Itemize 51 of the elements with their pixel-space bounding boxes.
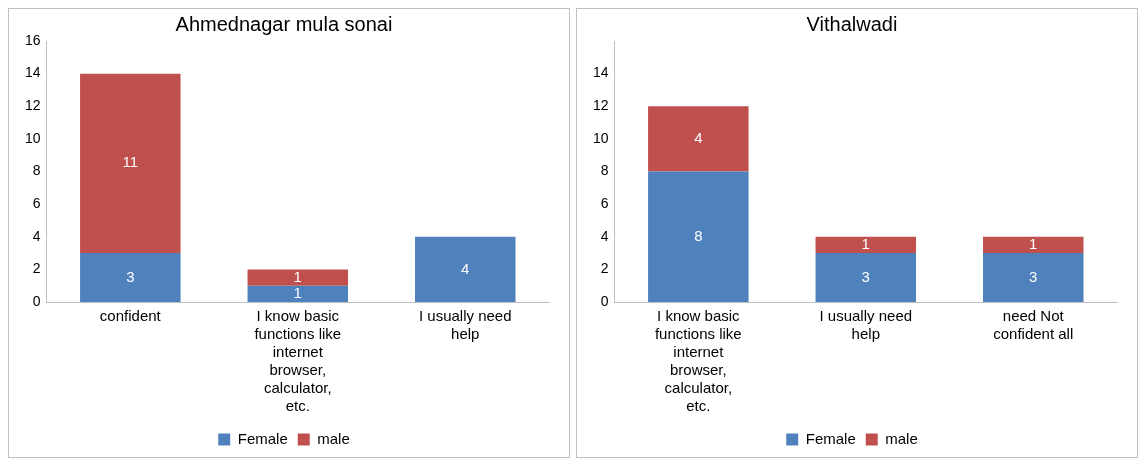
y-tick-label: 14 bbox=[24, 64, 41, 81]
y-tick-label: 12 bbox=[592, 97, 609, 114]
y-tick-label: 4 bbox=[32, 227, 41, 244]
x-tick-label: I usually need help bbox=[418, 307, 512, 343]
bar bbox=[415, 236, 516, 302]
data-label: 1 bbox=[861, 235, 870, 253]
y-tick-label: 8 bbox=[600, 162, 609, 179]
bar bbox=[648, 106, 749, 172]
data-label: 3 bbox=[126, 267, 135, 285]
x-tick-label: confident bbox=[99, 307, 162, 325]
y-tick-label: 6 bbox=[32, 194, 41, 211]
y-tick-label: 8 bbox=[32, 162, 41, 179]
y-tick-label: 4 bbox=[600, 227, 609, 244]
legend-label: Female bbox=[805, 429, 856, 447]
y-tick-label: 10 bbox=[592, 129, 609, 146]
y-tick-label: 12 bbox=[24, 97, 41, 114]
bar bbox=[247, 269, 349, 286]
x-tick-label: I know basic functions like internet browser, calculator, etc. bbox=[654, 307, 742, 415]
x-tick-label: I usually need help bbox=[819, 307, 913, 343]
y-tick-label: 6 bbox=[600, 194, 609, 211]
bar bbox=[247, 285, 349, 302]
y-tick-label: 2 bbox=[600, 260, 609, 277]
data-label: 3 bbox=[861, 267, 870, 285]
data-label: 11 bbox=[122, 153, 139, 171]
data-label: 3 bbox=[1029, 267, 1038, 285]
bar bbox=[983, 253, 1084, 302]
legend-label: male bbox=[885, 429, 918, 447]
chart-title: Ahmednagar mula sonai bbox=[175, 12, 393, 35]
x-tick-label: I know basic functions like internet browser, calculator, etc. bbox=[254, 307, 342, 415]
y-tick-label: 14 bbox=[592, 64, 609, 81]
data-label: 1 bbox=[293, 283, 302, 301]
bar bbox=[815, 253, 917, 302]
chart-title: Vithalwadi bbox=[806, 12, 898, 35]
bar bbox=[815, 236, 917, 254]
y-tick-label: 0 bbox=[32, 292, 41, 309]
y-tick-label: 2 bbox=[32, 260, 41, 277]
legend-label: male bbox=[317, 429, 350, 447]
legend-label: Female bbox=[237, 429, 288, 447]
y-tick-label: 10 bbox=[24, 129, 41, 146]
bar bbox=[983, 236, 1084, 254]
data-label: 1 bbox=[1029, 235, 1038, 253]
data-label: 4 bbox=[694, 129, 703, 147]
x-tick-label: need Not confident all bbox=[993, 307, 1074, 343]
bar bbox=[80, 73, 181, 254]
data-label: 8 bbox=[694, 226, 703, 244]
y-tick-label: 16 bbox=[24, 31, 41, 48]
data-label: 1 bbox=[293, 267, 302, 285]
bar bbox=[80, 253, 181, 302]
bar bbox=[648, 171, 749, 302]
y-tick-label: 0 bbox=[600, 292, 609, 309]
data-label: 4 bbox=[461, 259, 470, 277]
